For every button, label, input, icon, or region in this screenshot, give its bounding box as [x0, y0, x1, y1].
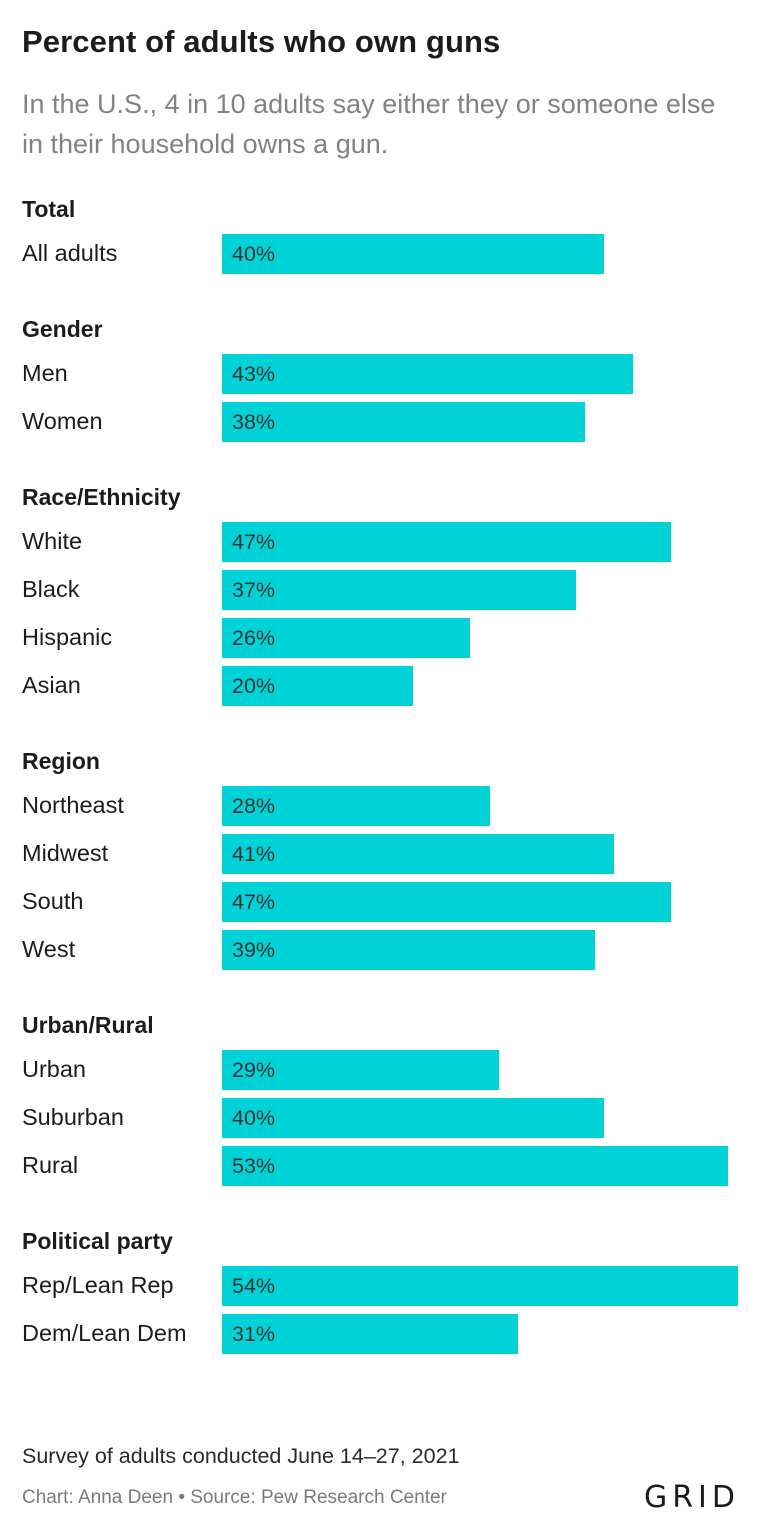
bar: 31% — [222, 1314, 518, 1354]
group-title: Gender — [22, 316, 103, 342]
bar: 20% — [222, 666, 413, 706]
group-title: Race/Ethnicity — [22, 484, 181, 510]
bar: 40% — [222, 234, 604, 274]
bar: 41% — [222, 834, 614, 874]
bar: 43% — [222, 354, 633, 394]
category-label: Men — [22, 360, 68, 386]
category-label: Asian — [22, 672, 81, 698]
bar: 47% — [222, 882, 671, 922]
survey-note: Survey of adults conducted June 14–27, 2… — [22, 1444, 460, 1468]
bar-value-label: 31% — [232, 1322, 276, 1346]
category-label: Northeast — [22, 792, 124, 818]
bar: 28% — [222, 786, 490, 826]
bar: 40% — [222, 1098, 604, 1138]
bar: 29% — [222, 1050, 499, 1090]
category-label: Rep/Lean Rep — [22, 1272, 174, 1298]
category-label: Black — [22, 576, 80, 602]
bar-value-label: 29% — [232, 1058, 276, 1082]
category-label: White — [22, 528, 83, 554]
group-title: Region — [22, 748, 100, 774]
bar: 37% — [222, 570, 576, 610]
category-label: Midwest — [22, 840, 109, 866]
chart-subtitle: In the U.S., 4 in 10 adults say either t… — [22, 89, 716, 159]
bar: 53% — [222, 1146, 728, 1186]
bar-value-label: 43% — [232, 362, 276, 386]
bar: 54% — [222, 1266, 738, 1306]
chart-title: Percent of adults who own guns — [22, 24, 501, 59]
bar: 47% — [222, 522, 671, 562]
bar-value-label: 26% — [232, 626, 276, 650]
bar-value-label: 28% — [232, 794, 276, 818]
bar: 26% — [222, 618, 470, 658]
bar: 38% — [222, 402, 585, 442]
category-label: South — [22, 888, 84, 914]
group-title: Urban/Rural — [22, 1012, 154, 1038]
group-title: Political party — [22, 1228, 173, 1254]
grid-logo: GRID — [643, 1480, 740, 1515]
bar-value-label: 40% — [232, 242, 276, 266]
group-title: Total — [22, 196, 76, 222]
bar-value-label: 37% — [232, 578, 276, 602]
category-label: West — [22, 936, 76, 962]
bar-value-label: 39% — [232, 938, 276, 962]
bar: 39% — [222, 930, 595, 970]
category-label: Urban — [22, 1056, 87, 1082]
category-label: Women — [22, 408, 103, 434]
bar-value-label: 47% — [232, 890, 276, 914]
category-label: All adults — [22, 240, 118, 266]
category-label: Rural — [22, 1152, 79, 1178]
category-label: Hispanic — [22, 624, 113, 650]
bar-value-label: 54% — [232, 1274, 276, 1298]
category-label: Dem/Lean Dem — [22, 1320, 187, 1346]
bar-value-label: 38% — [232, 410, 276, 434]
category-label: Suburban — [22, 1104, 124, 1130]
bar-value-label: 47% — [232, 530, 276, 554]
bar-value-label: 40% — [232, 1106, 276, 1130]
bar-value-label: 20% — [232, 674, 276, 698]
source-credit: Chart: Anna Deen • Source: Pew Research … — [22, 1487, 447, 1508]
bar-value-label: 41% — [232, 842, 276, 866]
bar-value-label: 53% — [232, 1154, 276, 1178]
